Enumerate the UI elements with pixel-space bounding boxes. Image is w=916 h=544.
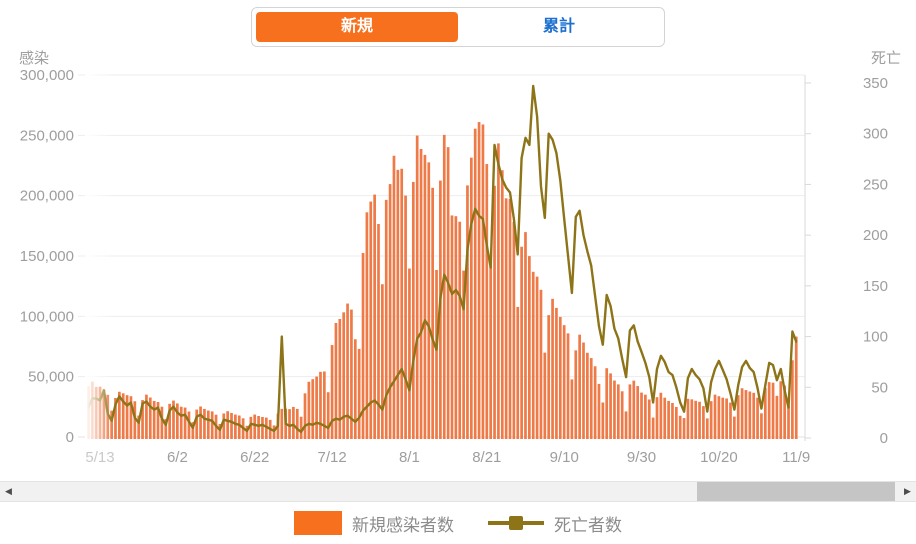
right-axis-title: 死亡 (871, 50, 901, 67)
svg-text:50: 50 (871, 379, 888, 396)
svg-text:0: 0 (880, 430, 888, 447)
svg-text:6/22: 6/22 (240, 449, 269, 466)
svg-text:0: 0 (66, 429, 74, 446)
svg-text:250,000: 250,000 (20, 127, 74, 144)
cases-legend-swatch-icon (294, 511, 342, 535)
axis-lines (804, 75, 811, 441)
svg-text:200,000: 200,000 (20, 188, 74, 205)
scroll-left-arrow-icon[interactable]: ◀ (5, 486, 12, 496)
svg-text:11/9: 11/9 (782, 449, 810, 466)
scroll-right-arrow-icon[interactable]: ▶ (904, 486, 911, 496)
svg-text:100,000: 100,000 (20, 308, 74, 325)
legend: 新規感染者数 死亡者数 (0, 509, 916, 537)
scrollbar-thumb[interactable] (697, 482, 896, 501)
svg-text:250: 250 (863, 176, 888, 193)
deaths-legend-label: 死亡者数 (554, 515, 622, 535)
svg-text:350: 350 (863, 75, 888, 92)
svg-text:9/10: 9/10 (550, 449, 579, 466)
x-axis-labels: 5/13 6/2 6/22 7/12 8/1 8/21 9/10 9/30 10/20 11/9 (85, 449, 810, 466)
svg-text:300,000: 300,000 (20, 67, 74, 84)
svg-text:8/21: 8/21 (472, 449, 501, 466)
y-axis-right-labels: 0 50 100 150 200 250 300 350 (863, 75, 888, 447)
toggle-cumulative-button[interactable]: 累計 (458, 12, 660, 42)
svg-text:50,000: 50,000 (28, 369, 74, 386)
svg-text:8/1: 8/1 (399, 449, 420, 466)
left-edge-fade (85, 70, 113, 442)
deaths-legend-marker-icon (488, 516, 544, 530)
y-axis-left-labels: 0 50,000 100,000 150,000 200,000 250,000 300,0… (20, 67, 74, 446)
svg-text:100: 100 (863, 329, 888, 346)
cases-bars[interactable] (87, 122, 798, 440)
deaths-line[interactable] (87, 84, 798, 434)
combo-chart[interactable]: 0 50,000 100,000 150,000 200,000 250,000 300,0… (0, 0, 916, 478)
svg-text:10/20: 10/20 (700, 449, 738, 466)
horizontal-scrollbar[interactable]: ◀ ▶ (0, 481, 916, 502)
svg-text:7/12: 7/12 (317, 449, 346, 466)
cases-legend-label: 新規感染者数 (352, 515, 454, 535)
svg-text:150,000: 150,000 (20, 248, 74, 265)
scrollbar-track[interactable] (17, 482, 899, 501)
view-toggle: 新規 累計 (251, 7, 665, 47)
svg-text:6/2: 6/2 (167, 449, 188, 466)
toggle-new-button[interactable]: 新規 (256, 12, 458, 42)
svg-text:9/30: 9/30 (627, 449, 656, 466)
svg-text:300: 300 (863, 126, 888, 143)
svg-text:150: 150 (863, 278, 888, 295)
svg-text:5/13: 5/13 (85, 449, 114, 466)
left-axis-title: 感染 (19, 50, 49, 67)
svg-text:200: 200 (863, 227, 888, 244)
